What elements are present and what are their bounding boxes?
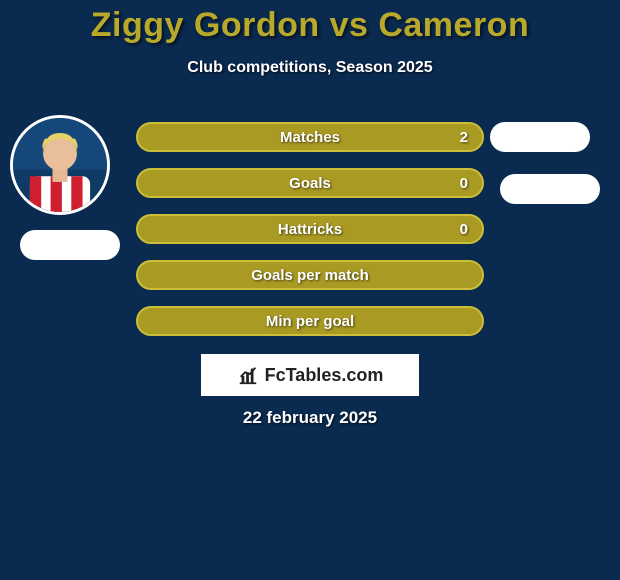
player-badge-right-1 bbox=[490, 122, 590, 152]
brand-logo-box: FcTables.com bbox=[201, 354, 419, 396]
player-avatar-left bbox=[10, 115, 110, 215]
stat-row-goals: Goals 0 bbox=[136, 168, 484, 198]
stat-value: 2 bbox=[460, 124, 468, 150]
stat-label: Hattricks bbox=[278, 221, 342, 238]
stat-label: Min per goal bbox=[266, 313, 354, 330]
subtitle: Club competitions, Season 2025 bbox=[0, 59, 620, 77]
stat-label: Matches bbox=[280, 129, 340, 146]
stat-value: 0 bbox=[460, 170, 468, 196]
stats-rows: Matches 2 Goals 0 Hattricks 0 Goals per … bbox=[136, 122, 484, 352]
chart-icon bbox=[237, 364, 259, 386]
player-badge-right-2 bbox=[500, 174, 600, 204]
stat-row-hattricks: Hattricks 0 bbox=[136, 214, 484, 244]
stat-row-matches: Matches 2 bbox=[136, 122, 484, 152]
page-title: Ziggy Gordon vs Cameron bbox=[0, 0, 620, 45]
stat-label: Goals bbox=[289, 175, 331, 192]
stat-row-goals-per-match: Goals per match bbox=[136, 260, 484, 290]
stat-label: Goals per match bbox=[251, 267, 369, 284]
stat-value: 0 bbox=[460, 216, 468, 242]
brand-logo-text: FcTables.com bbox=[265, 365, 384, 386]
player-badge-left bbox=[20, 230, 120, 260]
avatar-illustration bbox=[13, 118, 107, 212]
stat-row-min-per-goal: Min per goal bbox=[136, 306, 484, 336]
date-text: 22 february 2025 bbox=[0, 408, 620, 428]
